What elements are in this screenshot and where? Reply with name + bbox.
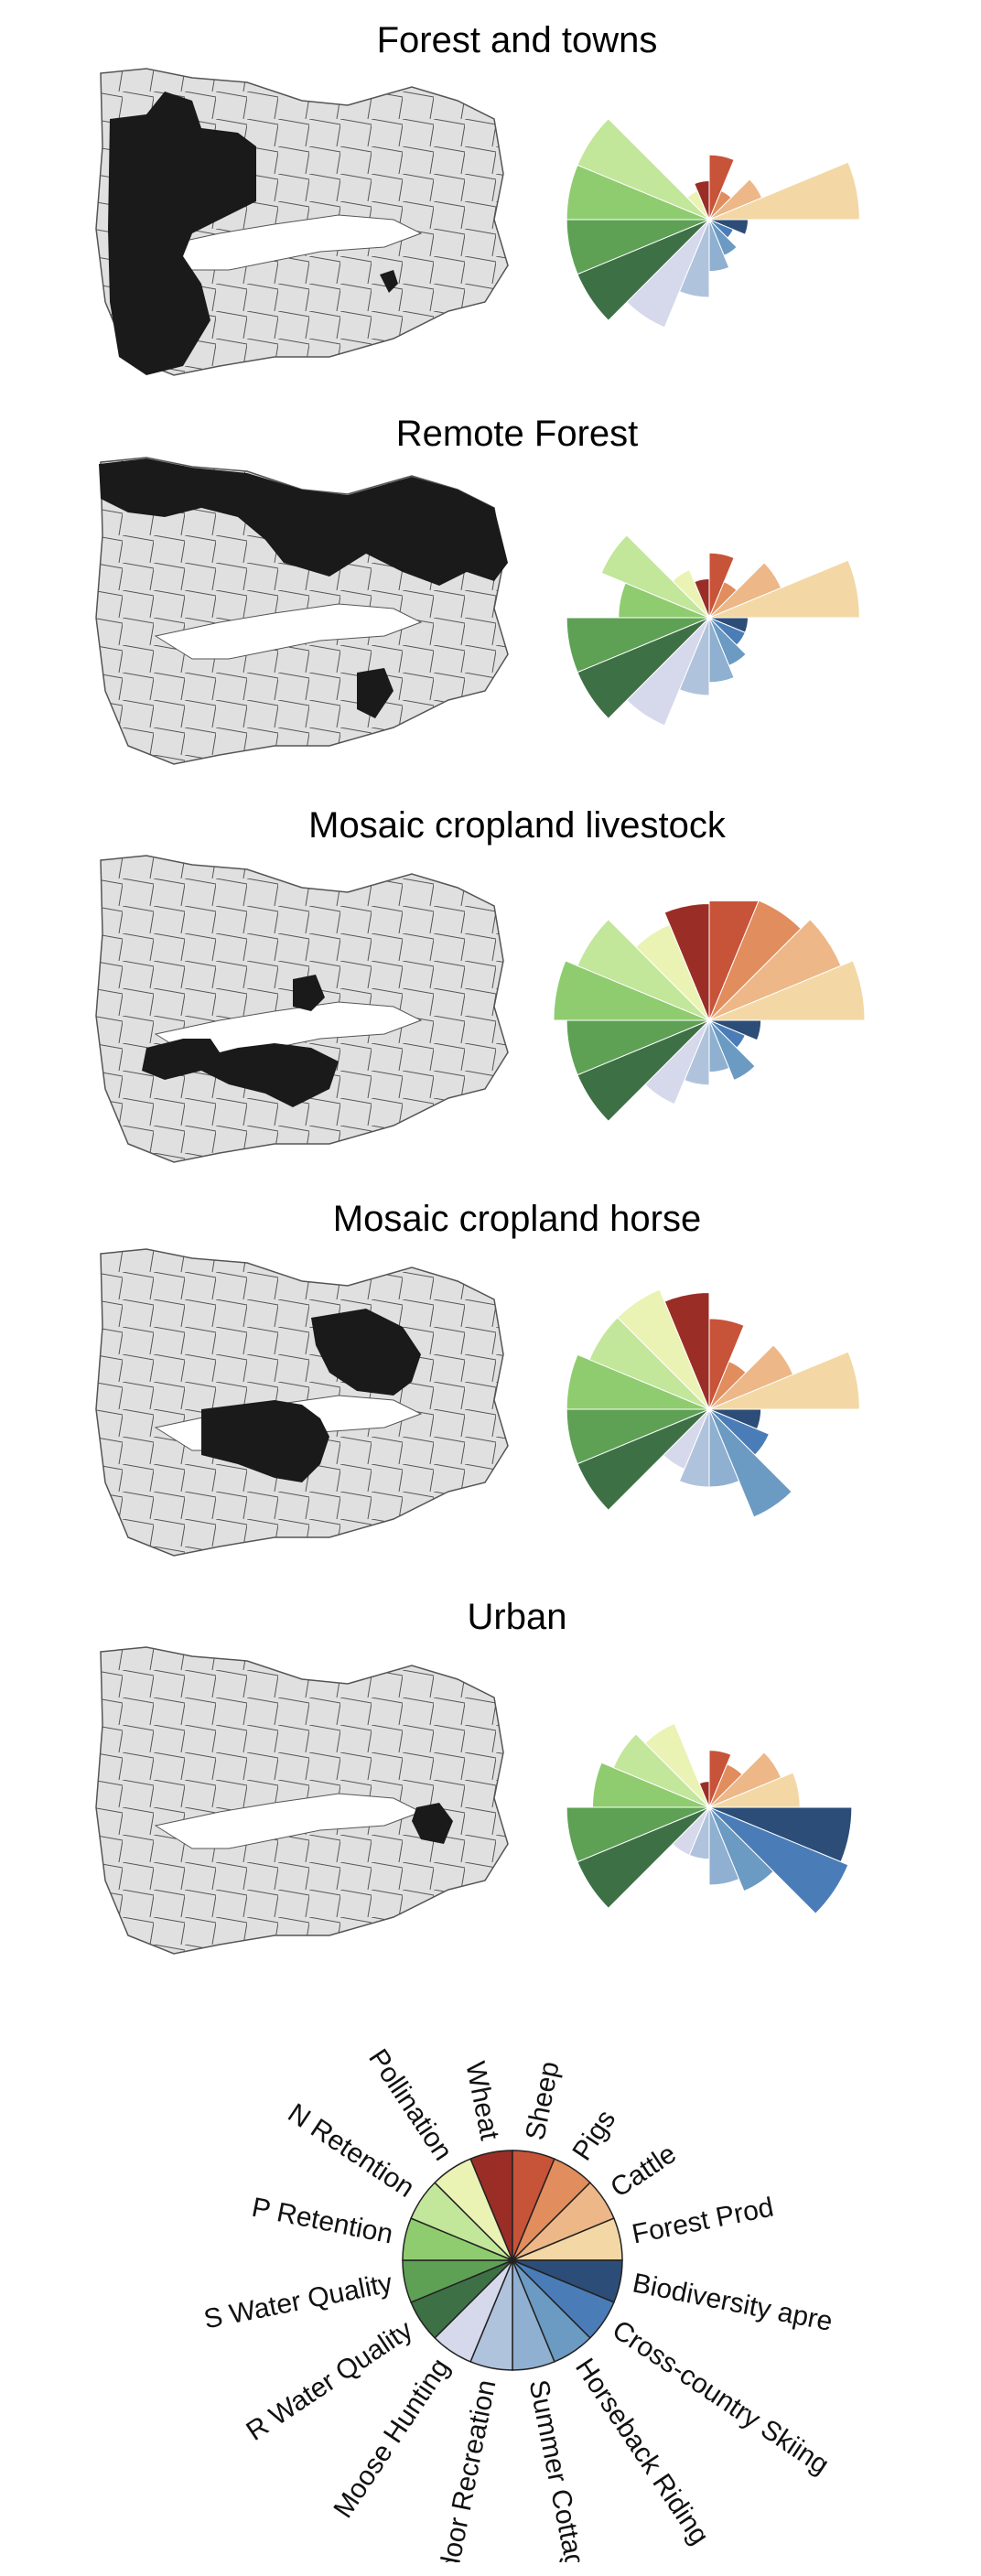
rose-group xyxy=(566,1288,860,1518)
panel-title-remote-forest: Remote Forest xyxy=(395,414,639,454)
legend-label-forest-prod: Forest Prod xyxy=(630,2193,776,2250)
panel-title-forest-and-towns: Forest and towns xyxy=(376,20,658,60)
rose-wedge-outdoor-recreation xyxy=(678,1408,710,1488)
legend-wheel: Wheat Sheep Pigs Cattle Forest Prod Biodivers… xyxy=(119,1977,906,2576)
map-svg xyxy=(95,1646,509,1955)
legend-label-summer-cottages: Summer Cottages xyxy=(523,2377,597,2562)
rose-wedge-summer-cottages xyxy=(708,1806,740,1886)
rose-wedge-cross-country-skiing xyxy=(708,1806,849,1914)
rose-group xyxy=(566,1722,853,1914)
rose-wedge-n-retention xyxy=(577,919,710,1021)
rose-wedge-forest-prod xyxy=(708,1351,860,1410)
region-map-remote-forest xyxy=(92,453,512,778)
rose-wedge-p-retention xyxy=(566,1353,710,1410)
panel-title-mosaic-cropland-horse: Mosaic cropland horse xyxy=(332,1199,702,1239)
legend-label-pigs: Pigs xyxy=(566,2105,621,2166)
rose-wedge-horseback-riding xyxy=(708,1408,792,1518)
rose-wedge-n-retention xyxy=(612,1733,710,1808)
rose-wedge-pollination xyxy=(644,1722,710,1808)
rose-mosaic-cropland-livestock xyxy=(544,889,892,1180)
rose-wedge-pollination xyxy=(635,923,710,1021)
rose-wedge-pollination xyxy=(672,568,710,619)
rose-remote-forest xyxy=(544,499,892,778)
rose-wedge-p-retention xyxy=(553,960,710,1021)
rose-svg xyxy=(566,1288,860,1518)
region-map-urban xyxy=(92,1643,512,1967)
rose-wedge-sheep xyxy=(708,154,735,221)
rose-wedge-forest-prod xyxy=(708,960,866,1021)
rose-wedge-sheep xyxy=(708,1318,745,1410)
rose-wedge-sheep xyxy=(708,552,735,619)
legend-label-sheep: Sheep xyxy=(520,2059,565,2143)
rose-wedge-p-retention xyxy=(591,1762,710,1808)
rose-mosaic-cropland-horse xyxy=(544,1288,892,1569)
rose-wedge-forest-prod xyxy=(708,161,860,221)
rose-wedge-n-retention xyxy=(577,118,710,221)
legend-label-p-retention: P Retention xyxy=(249,2193,395,2250)
legend-wedge-pollination xyxy=(434,2158,513,2261)
legend-label-cattle: Cattle xyxy=(605,2139,682,2204)
map-svg xyxy=(95,1248,509,1557)
rose-svg xyxy=(566,118,860,329)
rose-group xyxy=(566,534,860,727)
rose-wedge-s-water-quality xyxy=(566,617,710,674)
legend-label-wheat: Wheat xyxy=(459,2059,504,2143)
rose-wedge-horseback-riding xyxy=(708,1806,774,1892)
legend-label-biodiversity-apre: Biodiversity apre xyxy=(631,2268,835,2337)
rose-wedge-horseback-riding xyxy=(708,1019,756,1082)
legend-label-pollination: Pollination xyxy=(362,2043,458,2165)
map-svg xyxy=(95,68,509,376)
rose-group xyxy=(566,118,860,329)
rose-wedge-forest-prod xyxy=(708,559,860,619)
legend-label-s-water-quality: S Water Quality xyxy=(201,2268,394,2334)
region-map-forest-and-towns xyxy=(92,64,512,389)
rose-svg xyxy=(566,1722,853,1914)
rose-group xyxy=(553,889,866,1122)
map-svg xyxy=(95,457,509,765)
rose-svg xyxy=(566,534,860,727)
rose-urban xyxy=(544,1688,892,1967)
panel-title-mosaic-cropland-livestock: Mosaic cropland livestock xyxy=(308,805,726,846)
map-svg xyxy=(95,855,509,1163)
rose-forest-and-towns xyxy=(544,101,892,380)
rose-wedge-pollination xyxy=(617,1288,710,1410)
rose-svg xyxy=(553,889,866,1122)
panel-title-urban: Urban xyxy=(467,1597,567,1637)
region-map-mosaic-cropland-horse xyxy=(92,1245,512,1569)
legend-label-outdoor-recreation: Outdoor Recreation xyxy=(426,2377,501,2562)
rose-wedge-pollination xyxy=(686,189,710,221)
rose-wedge-n-retention xyxy=(600,534,710,619)
rose-wedge-s-water-quality xyxy=(566,1806,710,1863)
region-map-mosaic-cropland-livestock xyxy=(92,851,512,1176)
